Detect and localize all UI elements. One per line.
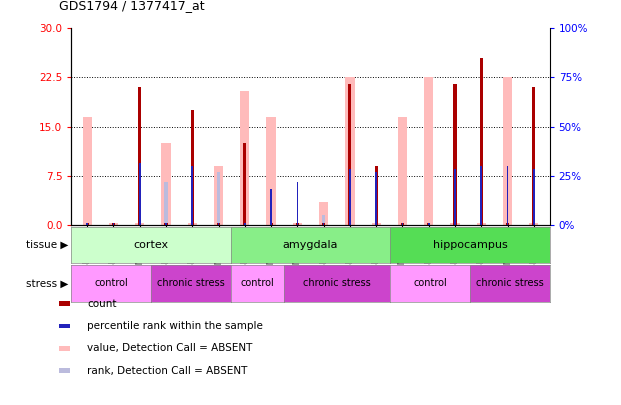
Bar bbox=[296, 224, 299, 225]
Text: amygdala: amygdala bbox=[283, 240, 338, 250]
Text: tissue ▶: tissue ▶ bbox=[26, 240, 68, 250]
Text: value, Detection Call = ABSENT: value, Detection Call = ABSENT bbox=[87, 343, 252, 353]
Bar bbox=[240, 91, 250, 225]
Bar bbox=[270, 224, 273, 225]
Bar bbox=[323, 224, 324, 225]
Bar bbox=[398, 117, 407, 225]
Bar bbox=[506, 224, 509, 225]
Text: rank, Detection Call = ABSENT: rank, Detection Call = ABSENT bbox=[87, 366, 247, 375]
Bar bbox=[481, 166, 482, 225]
Bar bbox=[243, 143, 247, 225]
Bar bbox=[322, 224, 325, 225]
Bar bbox=[401, 224, 404, 225]
Bar bbox=[86, 224, 88, 225]
Bar bbox=[243, 224, 247, 225]
Bar bbox=[217, 224, 220, 225]
Bar bbox=[503, 77, 512, 225]
Bar bbox=[292, 224, 302, 225]
Bar bbox=[375, 173, 377, 225]
Bar bbox=[533, 169, 535, 225]
Bar bbox=[322, 215, 325, 225]
Bar bbox=[112, 224, 114, 225]
Text: GDS1794 / 1377417_at: GDS1794 / 1377417_at bbox=[59, 0, 205, 12]
Bar bbox=[348, 84, 351, 225]
Bar bbox=[165, 182, 168, 225]
Bar bbox=[479, 58, 483, 225]
Bar bbox=[109, 224, 118, 225]
Bar bbox=[428, 224, 430, 225]
Bar bbox=[507, 166, 509, 225]
Bar bbox=[479, 224, 483, 225]
Text: cortex: cortex bbox=[134, 240, 169, 250]
Bar bbox=[161, 143, 171, 225]
Text: control: control bbox=[240, 279, 274, 288]
Text: hippocampus: hippocampus bbox=[432, 240, 507, 250]
Bar bbox=[477, 224, 486, 225]
Bar bbox=[270, 224, 273, 225]
Bar bbox=[348, 224, 351, 225]
Bar bbox=[217, 173, 220, 225]
Bar bbox=[349, 169, 351, 225]
Bar bbox=[218, 224, 219, 225]
Bar bbox=[453, 84, 456, 225]
Bar bbox=[374, 166, 378, 225]
Text: chronic stress: chronic stress bbox=[157, 279, 225, 288]
Bar bbox=[297, 182, 298, 225]
Bar bbox=[319, 202, 329, 225]
Bar bbox=[138, 224, 142, 225]
Bar bbox=[165, 224, 168, 225]
Bar bbox=[296, 224, 299, 225]
Bar bbox=[450, 224, 460, 225]
Text: control: control bbox=[413, 279, 447, 288]
Bar bbox=[139, 162, 140, 225]
Bar bbox=[112, 224, 115, 225]
Text: chronic stress: chronic stress bbox=[303, 279, 371, 288]
Bar bbox=[506, 224, 509, 225]
Bar bbox=[402, 224, 403, 225]
Bar bbox=[532, 87, 535, 225]
Bar bbox=[244, 224, 245, 225]
Text: chronic stress: chronic stress bbox=[476, 279, 543, 288]
Bar bbox=[191, 166, 193, 225]
Bar bbox=[401, 224, 404, 225]
Bar bbox=[214, 166, 223, 225]
Bar bbox=[270, 189, 272, 225]
Bar bbox=[427, 224, 430, 225]
Bar bbox=[86, 224, 89, 225]
Bar bbox=[454, 169, 456, 225]
Bar bbox=[135, 224, 144, 225]
Text: count: count bbox=[87, 299, 117, 309]
Bar bbox=[345, 77, 355, 225]
Bar bbox=[424, 77, 433, 225]
Bar bbox=[188, 224, 197, 225]
Bar bbox=[427, 224, 430, 225]
Bar bbox=[266, 117, 276, 225]
Bar bbox=[532, 224, 535, 225]
Bar bbox=[191, 224, 194, 225]
Bar bbox=[86, 224, 89, 225]
Text: percentile rank within the sample: percentile rank within the sample bbox=[87, 321, 263, 331]
Bar bbox=[529, 224, 538, 225]
Bar bbox=[374, 224, 378, 225]
Text: stress ▶: stress ▶ bbox=[26, 279, 68, 288]
Bar bbox=[112, 224, 115, 225]
Text: control: control bbox=[94, 279, 128, 288]
Bar bbox=[138, 87, 142, 225]
Bar bbox=[83, 117, 92, 225]
Bar bbox=[191, 110, 194, 225]
Bar bbox=[453, 224, 456, 225]
Bar bbox=[165, 224, 167, 225]
Bar bbox=[371, 224, 381, 225]
